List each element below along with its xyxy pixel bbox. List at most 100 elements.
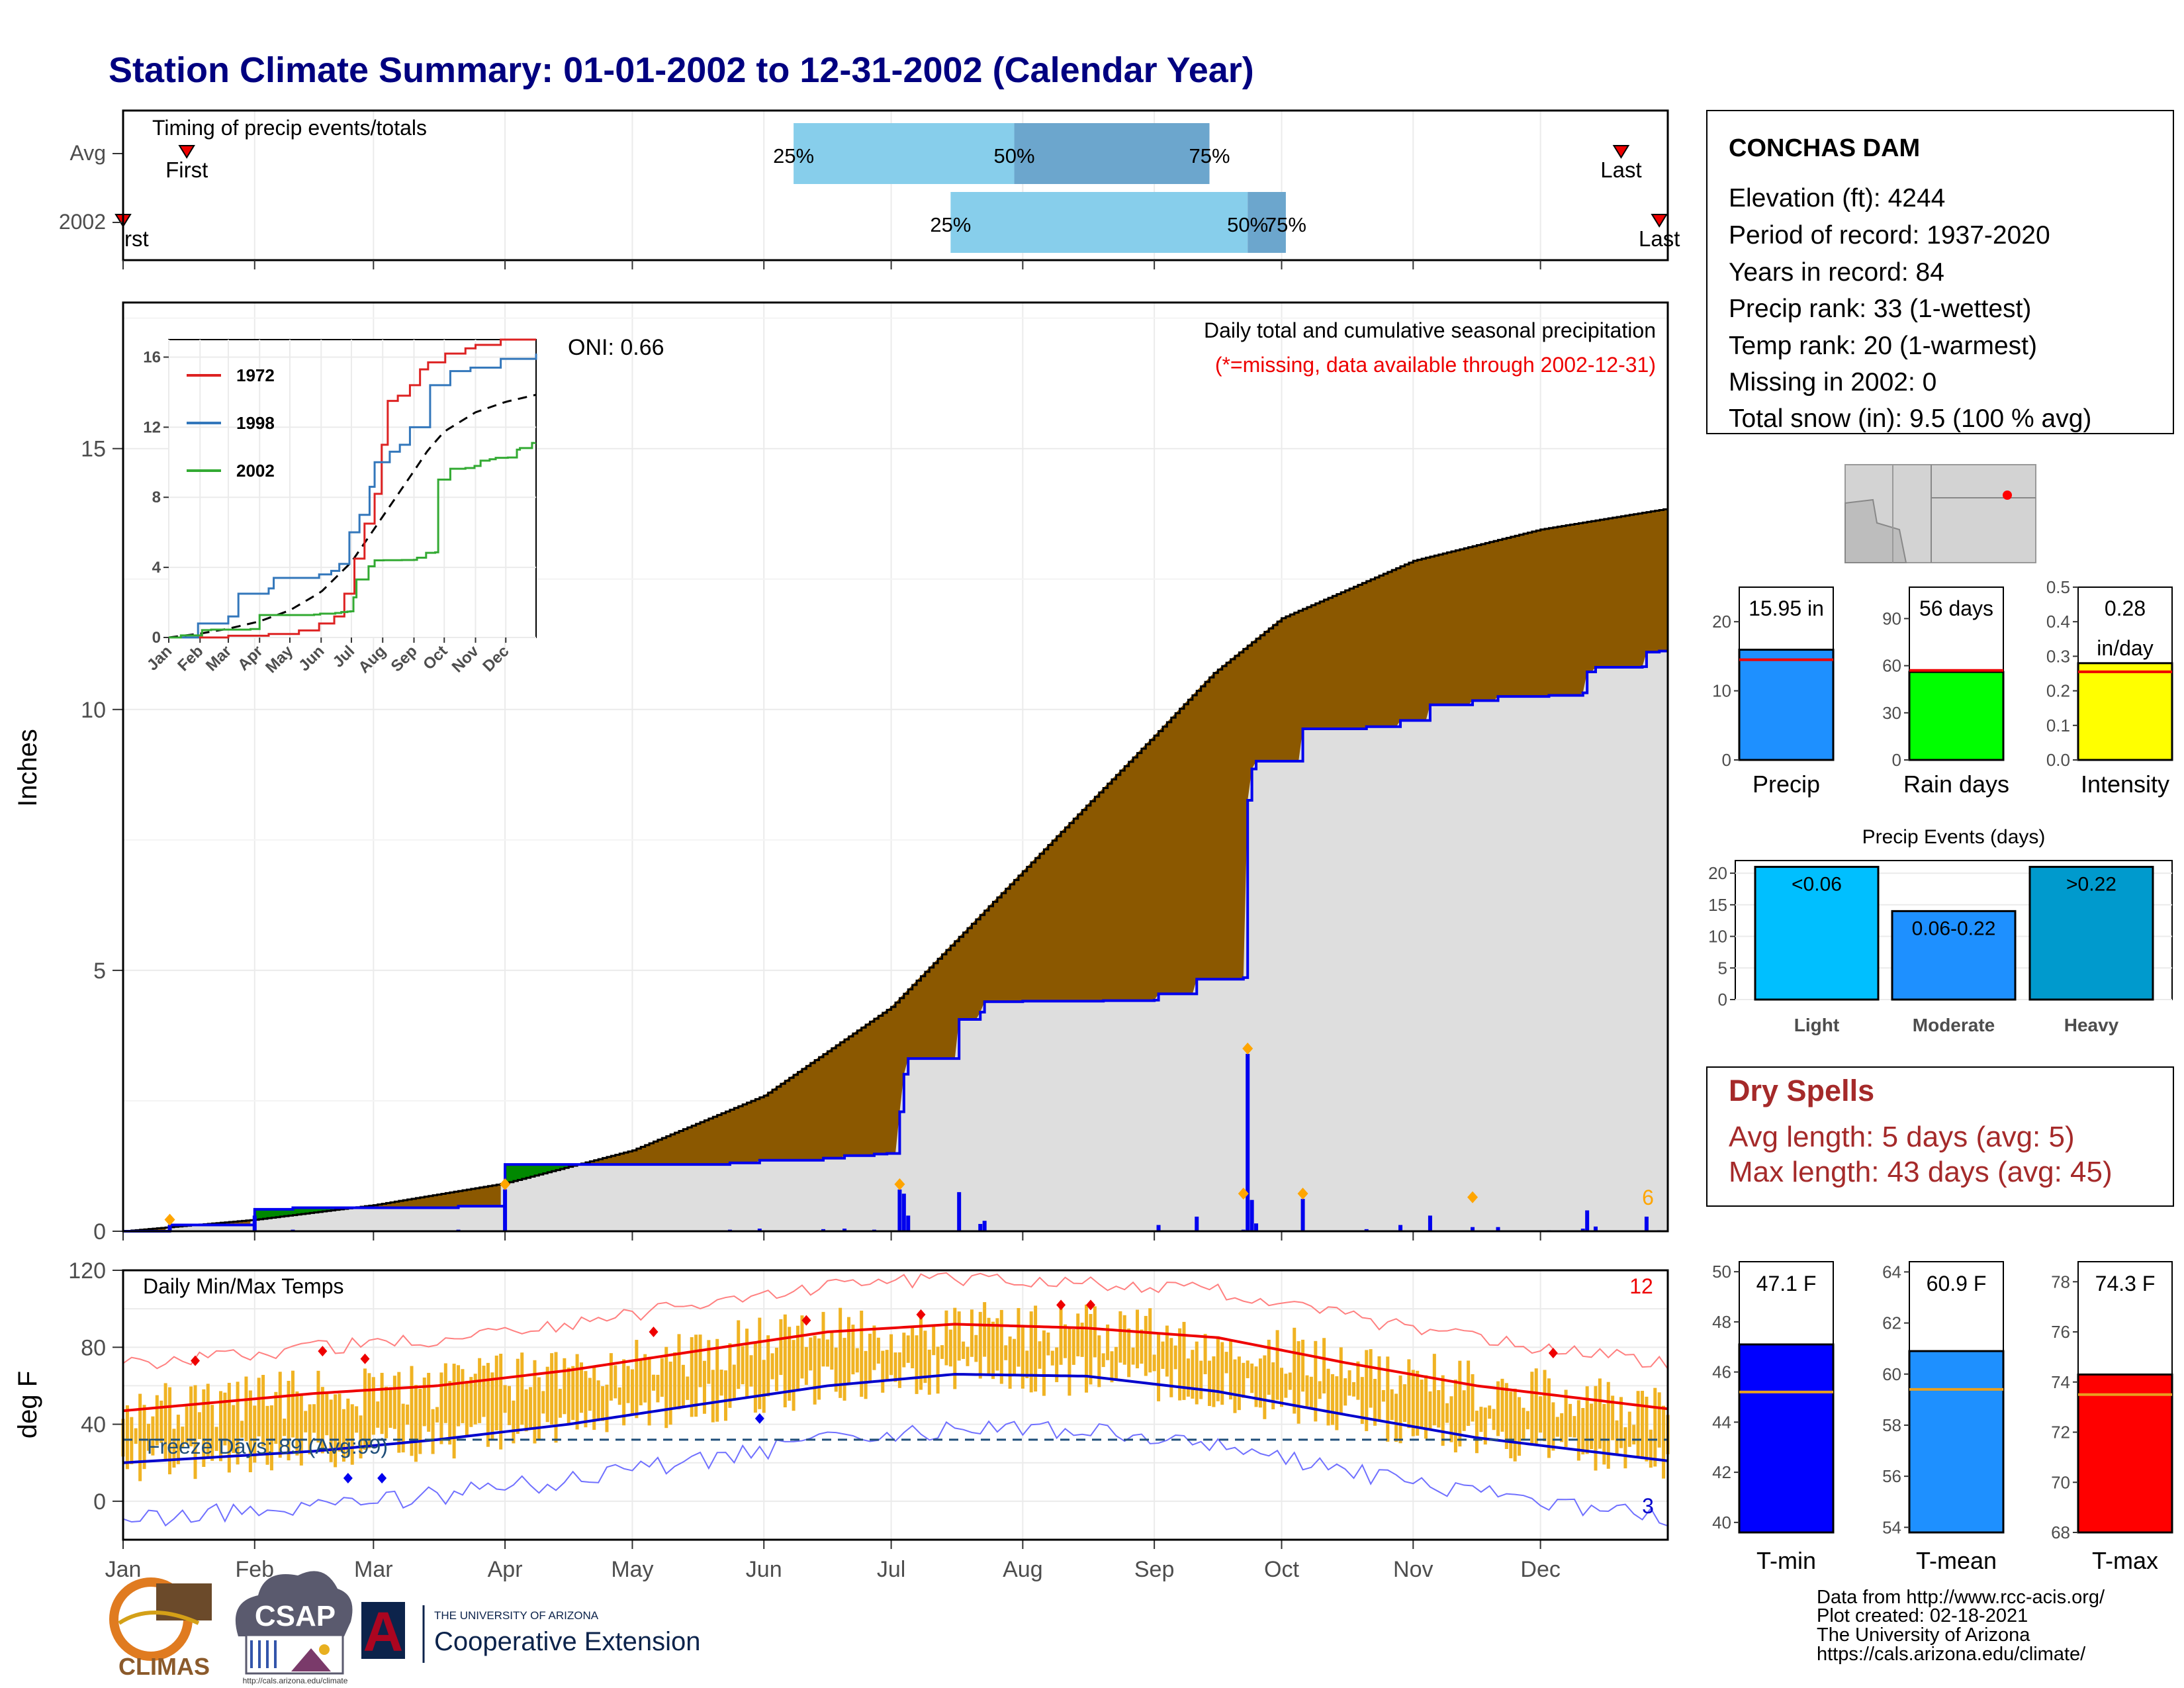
daily-temp-bar (494, 1355, 498, 1430)
temp-y-tick: 42 (1712, 1462, 1731, 1482)
daily-temp-bar (821, 1311, 825, 1367)
temp-y-tick: 74 (2051, 1372, 2070, 1392)
temp-y-tick: 40 (1712, 1513, 1731, 1532)
daily-temp-bar (1343, 1378, 1347, 1406)
daily-temp-bar (571, 1366, 575, 1421)
event-bar-light (1754, 866, 1880, 1001)
cumulative-2002-line (123, 649, 1668, 1233)
daily-temp-bar (138, 1393, 142, 1481)
daily-temp-bar (1195, 1341, 1199, 1405)
locator-map (1844, 464, 2036, 563)
footer-line: The University of Arizona (1817, 1624, 2030, 1646)
heavy-event-marker (500, 1178, 511, 1190)
daily-temp-bar (1131, 1347, 1135, 1365)
daily-temp-bar (1420, 1380, 1424, 1429)
timing-pct-label: 25% (930, 213, 971, 236)
temp-y-tick: 58 (1882, 1415, 1901, 1435)
daily-temp-bar (478, 1358, 482, 1423)
station-line: Total snow (in): 9.5 (100 % avg) (1729, 404, 2091, 433)
daily-temp-bar (545, 1366, 549, 1423)
mini-y-tick: 0.4 (2046, 612, 2070, 632)
inset-y-tick: 4 (152, 559, 161, 577)
y-tick-label: 10 (81, 698, 106, 723)
events-y-tick: 10 (1708, 927, 1727, 947)
record-high-marker (1085, 1299, 1095, 1311)
daily-temp-bar (962, 1341, 966, 1359)
daily-temp-bar (588, 1378, 592, 1411)
page-title: Station Climate Summary: 01-01-2002 to 1… (109, 50, 1254, 90)
timing-pct-label: 25% (773, 144, 814, 167)
daily-temp-bar (1402, 1384, 1406, 1423)
daily-temp-bar (155, 1395, 159, 1446)
daily-temp-bar (860, 1310, 864, 1397)
record-low-count: 3 (1642, 1494, 1654, 1518)
daily-temp-bar (1013, 1338, 1017, 1374)
footer-line: https://cals.arizona.edu/climate/ (1817, 1644, 2086, 1665)
temp-value-label: 47.1 F (1756, 1272, 1817, 1295)
daily-temp-bar (308, 1404, 312, 1455)
event-bar-label: >0.22 (2066, 874, 2116, 896)
daily-temp-bar (1335, 1376, 1339, 1430)
daily-temp-bar (851, 1325, 855, 1375)
daily-temp-bar (774, 1347, 778, 1391)
daily-temp-bar (809, 1337, 813, 1371)
daily-temp-bar (1144, 1315, 1148, 1376)
daily-temp-bar (758, 1317, 762, 1409)
daily-temp-bar (575, 1354, 579, 1430)
event-bar-label: 0.06-0.22 (1912, 917, 1996, 939)
station-line: Years in record: 84 (1729, 258, 1944, 287)
daily-temp-bar (159, 1400, 163, 1443)
daily-temp-bar (185, 1406, 189, 1444)
inset-y-tick: 16 (143, 348, 161, 366)
daily-temp-bar (1301, 1339, 1305, 1392)
csap-logo-text: CSAP (255, 1600, 336, 1632)
events-y-tick: 5 (1718, 958, 1727, 978)
last-event-label: Last (1639, 226, 1680, 251)
daily-temp-bar (1305, 1375, 1309, 1407)
inset-y-tick: 12 (143, 418, 161, 436)
daily-temp-bar (1522, 1407, 1525, 1440)
mini-y-tick: 0.5 (2046, 577, 2070, 597)
daily-temp-bar (1619, 1397, 1623, 1448)
daily-temp-bar (465, 1381, 469, 1437)
mini-y-tick: 0 (1722, 750, 1731, 770)
station-line: Period of record: 1937-2020 (1729, 221, 2050, 250)
daily-temp-bar (923, 1331, 927, 1383)
daily-temp-bar (350, 1404, 354, 1465)
daily-temp-bar (724, 1370, 728, 1421)
daily-temp-bar (1572, 1416, 1576, 1438)
daily-temp-bar (240, 1421, 244, 1438)
daily-temp-bar (1314, 1340, 1318, 1422)
inset-y-tick: 0 (152, 629, 161, 647)
daily-temp-bar (1569, 1403, 1572, 1437)
mini-value-label: 56 days (1919, 596, 1993, 620)
daily-precip-bar (1398, 1225, 1403, 1231)
daily-temp-bar (584, 1371, 588, 1428)
temp-y-tick: 70 (2051, 1472, 2070, 1492)
daily-temp-bar (214, 1427, 218, 1451)
freeze-days-label: Freeze Days: 89 (Avg:99) (147, 1434, 388, 1458)
daily-temp-bar (1576, 1400, 1580, 1461)
daily-precip-bar (1250, 1199, 1254, 1231)
daily-temp-bar (719, 1370, 723, 1396)
daily-temp-bar (385, 1386, 388, 1438)
daily-temp-bar (486, 1362, 490, 1447)
daily-temp-bar (380, 1372, 384, 1434)
daily-temp-bar (1424, 1375, 1428, 1439)
daily-temp-bar (1606, 1382, 1610, 1469)
daily-temp-bar (825, 1339, 829, 1367)
daily-temp-bar (1322, 1338, 1326, 1394)
timing-pct-label: 75% (1265, 213, 1306, 236)
daily-temp-bar (673, 1352, 677, 1407)
daily-temp-bar (766, 1335, 770, 1397)
first-event-label: First (165, 158, 208, 182)
y-tick-label: 40 (81, 1413, 106, 1438)
daily-temp-bar (1471, 1374, 1475, 1422)
last-event-marker (1651, 214, 1668, 228)
temp-x-label: T-mean (1916, 1547, 1997, 1574)
event-bar-heavy (2028, 866, 2154, 1001)
daily-temp-bar (1068, 1327, 1071, 1396)
daily-temp-bar (660, 1358, 664, 1397)
month-tick-label: Apr (488, 1557, 523, 1582)
heavy-event-marker (894, 1178, 905, 1190)
